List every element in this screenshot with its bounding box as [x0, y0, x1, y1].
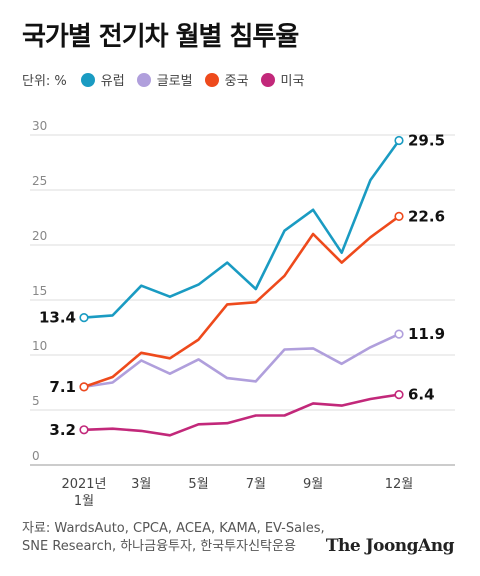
x-tick-label-7: 7월	[246, 477, 266, 492]
series-start-point-0	[79, 313, 89, 323]
series-end-point-3	[394, 390, 404, 400]
legend-item-global: 글로벌	[136, 70, 193, 89]
legend-label-europe: 유럽	[100, 74, 125, 89]
x-tick-label-1-line2: 1월	[74, 494, 94, 509]
series-end-label-0: 29.5	[408, 132, 445, 150]
publisher-logo: The JoongAng	[325, 536, 455, 556]
unit-label: 단위: %	[22, 74, 67, 89]
series-line-3	[82, 393, 401, 437]
series-start-point-2	[79, 382, 89, 392]
x-tick-label-1: 2021년	[61, 477, 106, 492]
series-line-0	[82, 139, 401, 319]
series-end-label-3: 6.4	[408, 386, 435, 404]
x-tick-label-5: 5월	[188, 477, 208, 492]
source-line-1: 자료: WardsAuto, CPCA, ACEA, KAMA, EV-Sale…	[22, 521, 325, 536]
series-line-1	[82, 332, 401, 389]
source-line-2: SNE Research, 하나금융투자, 한국투자신탁운용	[22, 539, 296, 554]
legend-swatch-europe	[80, 72, 95, 87]
series-end-point-1	[394, 329, 404, 339]
x-tick-label-3: 3월	[131, 477, 151, 492]
series-end-label-1: 11.9	[408, 325, 445, 343]
y-tick-label-5: 5	[32, 394, 40, 408]
y-tick-label-0: 0	[32, 449, 40, 463]
legend-item-europe: 유럽	[80, 70, 125, 89]
series-start-label-3: 3.2	[49, 421, 76, 439]
legend-label-china: 중국	[224, 74, 249, 89]
legend-swatch-usa	[260, 72, 275, 87]
series-start-label-1: 7.1	[49, 378, 76, 396]
y-tick-label-10: 10	[32, 339, 47, 353]
y-tick-label-30: 30	[32, 119, 47, 133]
legend-label-usa: 미국	[280, 74, 305, 89]
y-tick-label-15: 15	[32, 284, 47, 298]
source-note: 자료: WardsAuto, CPCA, ACEA, KAMA, EV-Sale…	[22, 520, 325, 556]
series-end-label-2: 22.6	[408, 207, 445, 225]
line-chart: 0 5 10 15 20 25 30 2021년 1월 3월 5월 7월 9월 12월 13.4 29.5 7.…	[30, 119, 455, 509]
series-start-label-0: 13.4	[39, 309, 76, 327]
series-line-2	[82, 215, 401, 389]
legend-item-china: 중국	[204, 70, 249, 89]
chart-title: 국가별 전기차 월별 침투율	[22, 22, 299, 52]
y-tick-label-20: 20	[32, 229, 47, 243]
series-end-point-0	[394, 135, 404, 146]
legend-item-usa: 미국	[260, 70, 305, 89]
y-tick-label-25: 25	[32, 174, 47, 188]
series-end-point-2	[394, 211, 404, 221]
legend: 단위: % 유럽 글로벌 중국 미국	[22, 70, 316, 89]
x-tick-label-9: 9월	[303, 477, 323, 492]
legend-swatch-global	[136, 72, 151, 87]
x-tick-label-12: 12월	[385, 477, 414, 492]
legend-label-global: 글로벌	[156, 74, 193, 89]
series-start-point-3	[79, 425, 89, 435]
legend-swatch-china	[204, 72, 219, 87]
